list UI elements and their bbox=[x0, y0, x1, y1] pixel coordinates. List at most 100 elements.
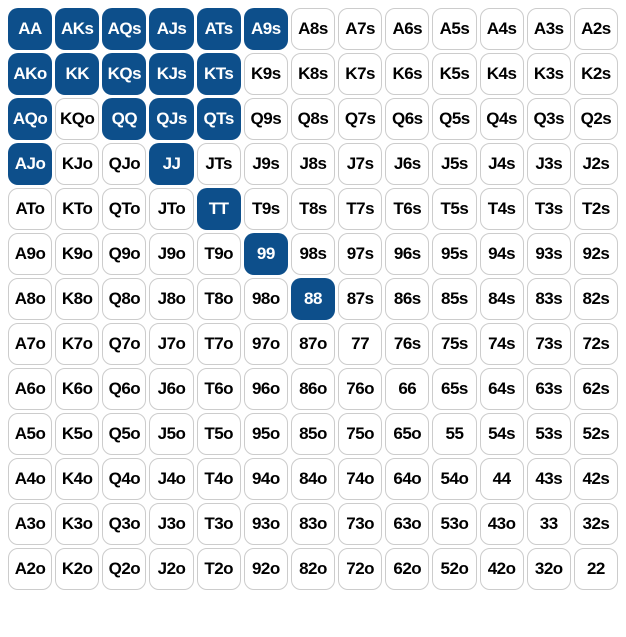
hand-cell-53s[interactable]: 53s bbox=[527, 413, 571, 455]
hand-cell-94s[interactable]: 94s bbox=[480, 233, 524, 275]
hand-cell-52o[interactable]: 52o bbox=[432, 548, 476, 590]
hand-cell-72o[interactable]: 72o bbox=[338, 548, 382, 590]
hand-cell-J8o[interactable]: J8o bbox=[149, 278, 193, 320]
hand-cell-T6s[interactable]: T6s bbox=[385, 188, 429, 230]
hand-cell-Q9s[interactable]: Q9s bbox=[244, 98, 288, 140]
hand-cell-AKs[interactable]: AKs bbox=[55, 8, 99, 50]
hand-cell-K5o[interactable]: K5o bbox=[55, 413, 99, 455]
hand-cell-T9o[interactable]: T9o bbox=[197, 233, 241, 275]
hand-cell-T4o[interactable]: T4o bbox=[197, 458, 241, 500]
hand-cell-J9s[interactable]: J9s bbox=[244, 143, 288, 185]
hand-cell-A3o[interactable]: A3o bbox=[8, 503, 52, 545]
hand-cell-84s[interactable]: 84s bbox=[480, 278, 524, 320]
hand-cell-Q9o[interactable]: Q9o bbox=[102, 233, 146, 275]
hand-cell-K9o[interactable]: K9o bbox=[55, 233, 99, 275]
hand-cell-Q8s[interactable]: Q8s bbox=[291, 98, 335, 140]
hand-cell-64s[interactable]: 64s bbox=[480, 368, 524, 410]
hand-cell-32o[interactable]: 32o bbox=[527, 548, 571, 590]
hand-cell-88[interactable]: 88 bbox=[291, 278, 335, 320]
hand-cell-54s[interactable]: 54s bbox=[480, 413, 524, 455]
hand-cell-J2o[interactable]: J2o bbox=[149, 548, 193, 590]
hand-cell-T8o[interactable]: T8o bbox=[197, 278, 241, 320]
hand-cell-ATo[interactable]: ATo bbox=[8, 188, 52, 230]
hand-cell-53o[interactable]: 53o bbox=[432, 503, 476, 545]
hand-cell-A2s[interactable]: A2s bbox=[574, 8, 618, 50]
hand-cell-82s[interactable]: 82s bbox=[574, 278, 618, 320]
hand-cell-A7s[interactable]: A7s bbox=[338, 8, 382, 50]
hand-cell-AJs[interactable]: AJs bbox=[149, 8, 193, 50]
hand-cell-63o[interactable]: 63o bbox=[385, 503, 429, 545]
hand-cell-AJo[interactable]: AJo bbox=[8, 143, 52, 185]
hand-cell-K4o[interactable]: K4o bbox=[55, 458, 99, 500]
hand-cell-Q8o[interactable]: Q8o bbox=[102, 278, 146, 320]
hand-cell-J8s[interactable]: J8s bbox=[291, 143, 335, 185]
hand-cell-T4s[interactable]: T4s bbox=[480, 188, 524, 230]
hand-cell-KK[interactable]: KK bbox=[55, 53, 99, 95]
hand-cell-98s[interactable]: 98s bbox=[291, 233, 335, 275]
hand-cell-43o[interactable]: 43o bbox=[480, 503, 524, 545]
hand-cell-55[interactable]: 55 bbox=[432, 413, 476, 455]
hand-cell-K7o[interactable]: K7o bbox=[55, 323, 99, 365]
hand-cell-85s[interactable]: 85s bbox=[432, 278, 476, 320]
hand-cell-QQ[interactable]: QQ bbox=[102, 98, 146, 140]
hand-cell-65s[interactable]: 65s bbox=[432, 368, 476, 410]
hand-cell-62o[interactable]: 62o bbox=[385, 548, 429, 590]
hand-cell-J2s[interactable]: J2s bbox=[574, 143, 618, 185]
hand-cell-74o[interactable]: 74o bbox=[338, 458, 382, 500]
hand-cell-43s[interactable]: 43s bbox=[527, 458, 571, 500]
hand-cell-A3s[interactable]: A3s bbox=[527, 8, 571, 50]
hand-cell-KJo[interactable]: KJo bbox=[55, 143, 99, 185]
hand-cell-Q4o[interactable]: Q4o bbox=[102, 458, 146, 500]
hand-cell-94o[interactable]: 94o bbox=[244, 458, 288, 500]
hand-cell-A2o[interactable]: A2o bbox=[8, 548, 52, 590]
hand-cell-Q7s[interactable]: Q7s bbox=[338, 98, 382, 140]
hand-cell-A9s[interactable]: A9s bbox=[244, 8, 288, 50]
hand-cell-76s[interactable]: 76s bbox=[385, 323, 429, 365]
hand-cell-96s[interactable]: 96s bbox=[385, 233, 429, 275]
hand-cell-76o[interactable]: 76o bbox=[338, 368, 382, 410]
hand-cell-AQs[interactable]: AQs bbox=[102, 8, 146, 50]
hand-cell-T5o[interactable]: T5o bbox=[197, 413, 241, 455]
hand-cell-A9o[interactable]: A9o bbox=[8, 233, 52, 275]
hand-cell-86s[interactable]: 86s bbox=[385, 278, 429, 320]
hand-cell-A8s[interactable]: A8s bbox=[291, 8, 335, 50]
hand-cell-Q3o[interactable]: Q3o bbox=[102, 503, 146, 545]
hand-cell-73o[interactable]: 73o bbox=[338, 503, 382, 545]
hand-cell-93o[interactable]: 93o bbox=[244, 503, 288, 545]
hand-cell-75o[interactable]: 75o bbox=[338, 413, 382, 455]
hand-cell-77[interactable]: 77 bbox=[338, 323, 382, 365]
hand-cell-62s[interactable]: 62s bbox=[574, 368, 618, 410]
hand-cell-KTo[interactable]: KTo bbox=[55, 188, 99, 230]
hand-cell-T3s[interactable]: T3s bbox=[527, 188, 571, 230]
hand-cell-JTo[interactable]: JTo bbox=[149, 188, 193, 230]
hand-cell-QJo[interactable]: QJo bbox=[102, 143, 146, 185]
hand-cell-97o[interactable]: 97o bbox=[244, 323, 288, 365]
hand-cell-J5o[interactable]: J5o bbox=[149, 413, 193, 455]
hand-cell-QTs[interactable]: QTs bbox=[197, 98, 241, 140]
hand-cell-KTs[interactable]: KTs bbox=[197, 53, 241, 95]
hand-cell-K5s[interactable]: K5s bbox=[432, 53, 476, 95]
hand-cell-K6s[interactable]: K6s bbox=[385, 53, 429, 95]
hand-cell-J6o[interactable]: J6o bbox=[149, 368, 193, 410]
hand-cell-66[interactable]: 66 bbox=[385, 368, 429, 410]
hand-cell-93s[interactable]: 93s bbox=[527, 233, 571, 275]
hand-cell-A6s[interactable]: A6s bbox=[385, 8, 429, 50]
hand-cell-AQo[interactable]: AQo bbox=[8, 98, 52, 140]
hand-cell-A4s[interactable]: A4s bbox=[480, 8, 524, 50]
hand-cell-J9o[interactable]: J9o bbox=[149, 233, 193, 275]
hand-cell-83s[interactable]: 83s bbox=[527, 278, 571, 320]
hand-cell-83o[interactable]: 83o bbox=[291, 503, 335, 545]
hand-cell-92o[interactable]: 92o bbox=[244, 548, 288, 590]
hand-cell-KQo[interactable]: KQo bbox=[55, 98, 99, 140]
hand-cell-KJs[interactable]: KJs bbox=[149, 53, 193, 95]
hand-cell-Q5o[interactable]: Q5o bbox=[102, 413, 146, 455]
hand-cell-22[interactable]: 22 bbox=[574, 548, 618, 590]
hand-cell-99[interactable]: 99 bbox=[244, 233, 288, 275]
hand-cell-87s[interactable]: 87s bbox=[338, 278, 382, 320]
hand-cell-T8s[interactable]: T8s bbox=[291, 188, 335, 230]
hand-cell-82o[interactable]: 82o bbox=[291, 548, 335, 590]
hand-cell-64o[interactable]: 64o bbox=[385, 458, 429, 500]
hand-cell-T7s[interactable]: T7s bbox=[338, 188, 382, 230]
hand-cell-K2s[interactable]: K2s bbox=[574, 53, 618, 95]
hand-cell-73s[interactable]: 73s bbox=[527, 323, 571, 365]
